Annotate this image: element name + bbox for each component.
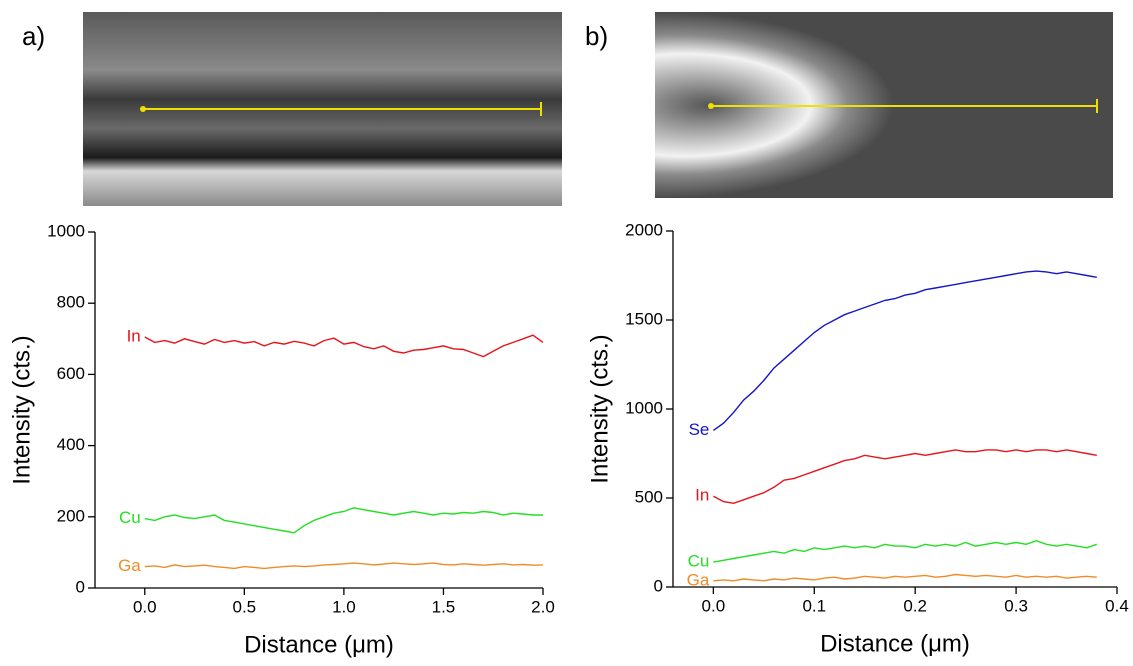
y-tick-label: 800 xyxy=(57,293,85,312)
y-tick-label: 500 xyxy=(635,487,663,506)
data-line xyxy=(713,539,1098,563)
x-tick-label: 0.5 xyxy=(233,597,257,616)
series-label: In xyxy=(695,486,709,505)
x-tick-label: 1.5 xyxy=(432,597,456,616)
y-tick-label: 0 xyxy=(76,577,85,596)
x-tick-label: 1.0 xyxy=(332,597,356,616)
data-line xyxy=(712,270,1097,431)
y-tick-label: 1500 xyxy=(625,309,663,328)
panel-label: a) xyxy=(22,21,45,51)
data-line xyxy=(713,449,1097,505)
series-label: In xyxy=(127,327,141,346)
series-label: Cu xyxy=(119,508,141,527)
series-label: Ga xyxy=(687,570,710,589)
y-tick-label: 0 xyxy=(654,576,663,595)
series-label: Se xyxy=(689,420,710,439)
data-line xyxy=(713,573,1097,582)
data-line xyxy=(144,562,544,570)
series-label: Ga xyxy=(118,556,141,575)
x-tick-label: 0.0 xyxy=(133,597,157,616)
y-axis-title: Intensity (cts.) xyxy=(8,335,35,484)
x-tick-label: 0.3 xyxy=(1004,596,1028,615)
x-axis-title: Distance (μm) xyxy=(820,630,970,657)
sem-image-b xyxy=(655,12,1113,198)
data-line xyxy=(144,507,543,534)
y-tick-label: 400 xyxy=(57,435,85,454)
x-tick-label: 0.1 xyxy=(802,596,826,615)
series-label: Cu xyxy=(688,552,710,571)
y-tick-label: 1000 xyxy=(625,398,663,417)
y-axis-title: Intensity (cts.) xyxy=(586,334,613,483)
y-tick-label: 2000 xyxy=(625,220,663,239)
x-axis-title: Distance (μm) xyxy=(244,631,394,658)
y-tick-label: 200 xyxy=(57,506,85,525)
sem-image-a xyxy=(83,12,562,206)
x-tick-label: 0.0 xyxy=(702,596,726,615)
data-line xyxy=(144,334,544,358)
x-tick-label: 2.0 xyxy=(531,597,555,616)
y-tick-label: 600 xyxy=(57,364,85,383)
x-tick-label: 0.2 xyxy=(903,596,927,615)
panel-label: b) xyxy=(585,21,608,51)
y-tick-label: 1000 xyxy=(47,221,85,240)
x-tick-label: 0.4 xyxy=(1105,596,1129,615)
